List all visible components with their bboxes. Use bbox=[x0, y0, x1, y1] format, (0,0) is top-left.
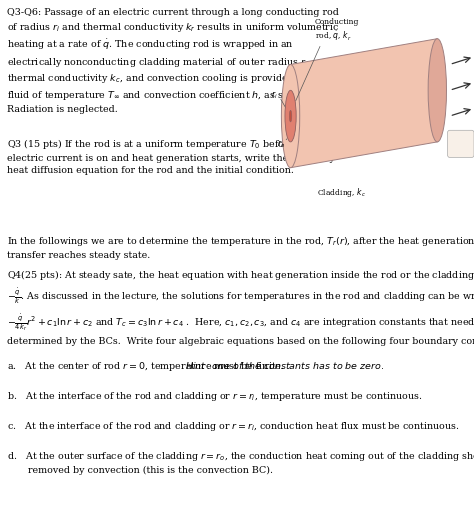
Text: c.   At the interface of the rod and cladding or $r = r_i$, conduction heat flux: c. At the interface of the rod and cladd… bbox=[7, 420, 460, 433]
Text: $r_o$: $r_o$ bbox=[277, 139, 285, 150]
Text: a.   At the center of rod $r = 0$, temperature must be finite.: a. At the center of rod $r = 0$, tempera… bbox=[7, 360, 286, 373]
Text: b.   At the interface of the rod and cladding or $r = r_i$, temperature must be : b. At the interface of the rod and cladd… bbox=[7, 390, 422, 403]
Text: rod, $\dot{q}$, $k_r$: rod, $\dot{q}$, $k_r$ bbox=[315, 29, 352, 43]
Ellipse shape bbox=[282, 64, 300, 168]
Text: d.   At the outer surface of the cladding $r = r_o$, the conduction heat coming : d. At the outer surface of the cladding … bbox=[7, 450, 474, 475]
Ellipse shape bbox=[428, 39, 447, 142]
Text: Cladding, $k_c$: Cladding, $k_c$ bbox=[317, 186, 366, 199]
Text: Q3 (15 pts) If the rod is at a uniform temperature $T_0$ before the
electric cur: Q3 (15 pts) If the rod is at a uniform t… bbox=[7, 137, 335, 174]
Text: In the followings we are to determine the temperature in the rod, $T_r(r)$, afte: In the followings we are to determine th… bbox=[7, 235, 474, 260]
Text: Q3-Q6: Passage of an electric current through a long conducting rod
of radius $r: Q3-Q6: Passage of an electric current th… bbox=[7, 8, 339, 114]
Ellipse shape bbox=[289, 110, 292, 122]
Text: $T_\infty$, $h$: $T_\infty$, $h$ bbox=[450, 138, 471, 150]
Ellipse shape bbox=[285, 90, 296, 142]
Text: $r_i$: $r_i$ bbox=[271, 90, 278, 101]
Text: $\it{Hint: one\ of\ the\ constants\ has\ to\ be\ zero.}$: $\it{Hint: one\ of\ the\ constants\ has\… bbox=[185, 360, 384, 371]
Text: Q4(25 pts): At steady sate, the heat equation with heat generation inside the ro: Q4(25 pts): At steady sate, the heat equ… bbox=[7, 268, 474, 285]
Polygon shape bbox=[291, 39, 438, 168]
Text: Conducting: Conducting bbox=[315, 18, 359, 26]
Text: $-\frac{\dot{q}}{k}$. As discussed in the lecture, the solutions for temperature: $-\frac{\dot{q}}{k}$. As discussed in th… bbox=[7, 287, 474, 346]
FancyBboxPatch shape bbox=[447, 131, 474, 157]
